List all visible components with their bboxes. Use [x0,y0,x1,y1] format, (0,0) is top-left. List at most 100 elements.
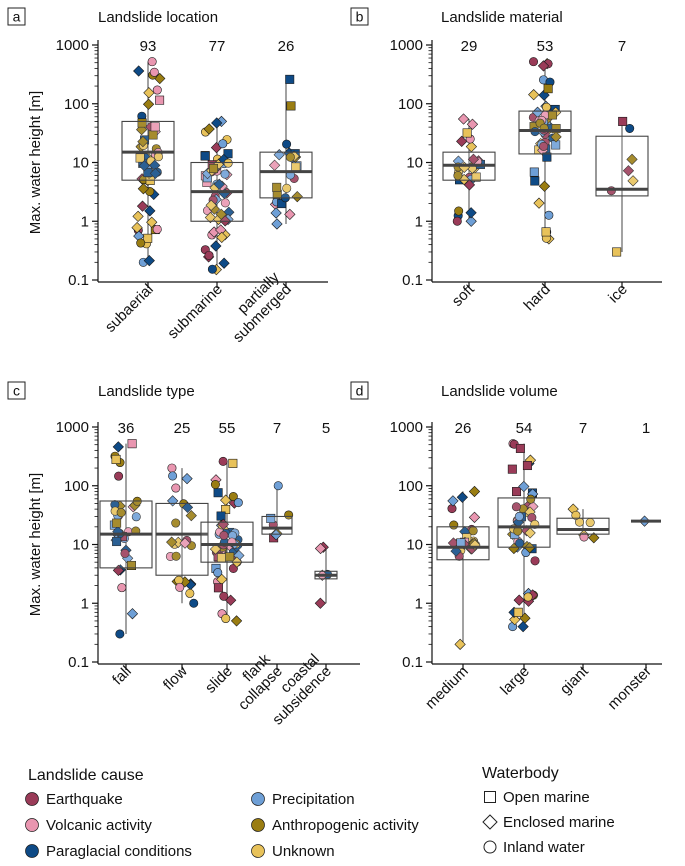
data-point [218,139,228,149]
panel-a: a Landslide location 0.1 1 10 100 1000 Max. wat… [7,7,328,346]
data-point [514,511,524,521]
panel-letter: a [13,9,21,25]
y-tick-label: 0.1 [402,272,423,289]
data-point [220,494,232,506]
legend-marker-volcanic [25,818,39,832]
panel-title: Landslide type [98,383,195,400]
x-category-label: monster [604,663,654,713]
data-point [230,615,243,627]
data-point [512,487,522,497]
data-point [116,508,126,518]
y-tick-label: 100 [398,96,423,113]
data-point [266,513,276,523]
legend-label-earthquake: Earthquake [46,791,123,808]
data-point [538,180,551,192]
data-point [210,480,220,490]
legend-marker-precipitation [251,792,265,806]
x-category-label: soft [449,280,479,310]
data-point [112,441,124,453]
data-point [465,207,477,219]
data-point [200,151,210,161]
data-point [136,238,146,248]
data-point [115,629,125,639]
data-point [466,118,479,130]
data-point [523,592,533,602]
y-tick-label: 0.1 [402,654,423,671]
data-point [529,57,539,67]
y-tick-label: 100 [64,96,89,113]
count-label: 36 [118,420,135,437]
data-point [225,552,235,562]
box [436,526,490,561]
data-point [530,556,540,566]
x-category-label-line: medium [422,663,472,713]
data-point [454,206,464,216]
box [595,135,649,197]
data-point [524,527,536,539]
y-tick-label: 10 [406,537,423,554]
data-point [181,501,194,513]
data-point [203,123,215,135]
count-label: 25 [174,420,191,437]
y-tick-label: 1000 [390,419,423,436]
box [200,521,254,563]
x-category-label-line: giant [557,662,593,698]
legend-marker-circle [483,840,497,854]
data-point [541,102,551,112]
box [155,502,209,576]
data-point [271,218,283,230]
data-point [208,164,218,174]
panel-letter: d [356,383,364,399]
x-category-label-line: large [497,663,533,699]
data-point [126,608,139,620]
x-category-label-line: ice [605,281,631,307]
data-point [117,583,127,593]
legend-label-circle: Inland water [503,839,585,856]
x-category-label: hard [521,281,554,314]
data-point [209,543,222,555]
x-category-label-line: subaerial [102,281,157,336]
data-point [462,128,472,138]
y-tick-label: 1 [81,595,89,612]
data-point [285,74,295,84]
x-category-label: flankcollapse [223,650,286,713]
data-point [205,199,217,211]
data-point [509,614,521,626]
y-tick-label: 100 [64,478,89,495]
legend-marker-paraglacial [25,844,39,858]
data-point [456,491,468,503]
data-point [456,135,468,147]
data-point [518,480,530,493]
panel-letter-box [350,7,369,26]
data-point [213,568,223,578]
data-point [152,224,162,234]
legend-label-square: Open marine [503,789,590,806]
y-axis-label: Max. water height [m] [27,91,44,234]
data-point [314,542,327,555]
data-point [622,165,635,177]
data-point [528,89,540,101]
data-point [465,215,477,227]
x-category-label-line: hard [521,281,554,314]
data-point [517,620,529,633]
data-point [143,233,153,243]
data-point [133,65,145,77]
x-category-label-line: flow [160,663,191,694]
data-point [447,504,457,514]
y-tick-label: 100 [398,478,423,495]
legend-label-anthropogenic: Anthropogenic activity [272,817,419,834]
data-point [207,264,217,274]
data-point [219,591,229,601]
count-label: 54 [516,420,533,437]
data-point [171,551,181,561]
data-point [135,153,145,163]
data-point [273,481,283,491]
data-point [533,197,545,209]
data-point [147,57,157,67]
data-point [111,454,121,464]
data-point [127,560,137,570]
count-label: 26 [455,420,472,437]
x-category-label-line: fall [109,663,135,689]
legend-marker-unknown [251,844,265,858]
x-category-label: subaerial [102,281,157,336]
